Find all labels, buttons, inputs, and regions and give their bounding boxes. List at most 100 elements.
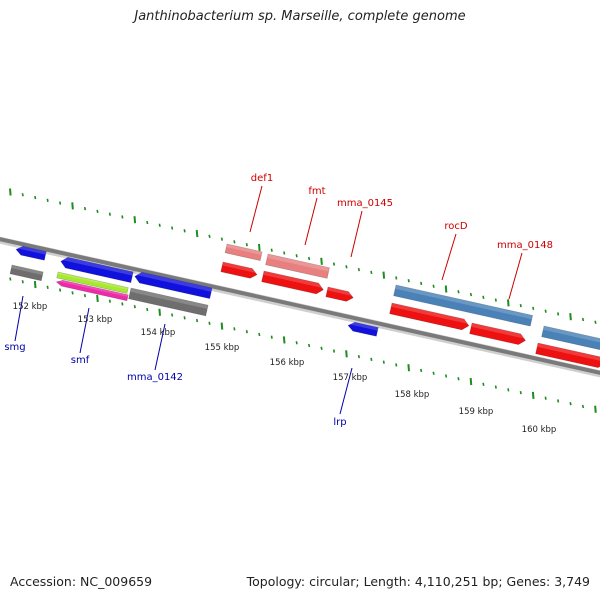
gene-arrow-forward[interactable] [389, 302, 471, 331]
tick-mark [320, 257, 323, 265]
tick-mark [519, 303, 522, 308]
gene-label-group: fmt [304, 186, 326, 246]
tick-mark [46, 198, 49, 202]
leader-line [350, 210, 363, 258]
tick-mark [494, 298, 497, 302]
tick-mark [46, 285, 49, 289]
gene-arrow-forward[interactable] [261, 270, 325, 295]
tick-mark [183, 229, 186, 233]
tick-mark [308, 256, 311, 261]
tick-mark [133, 216, 137, 224]
gene-arrow-forward[interactable] [535, 342, 600, 369]
leader-line [14, 295, 24, 342]
tick-mark [158, 308, 161, 316]
tick-mark [370, 357, 373, 362]
tick-mark [59, 288, 62, 292]
tick-mark [345, 265, 348, 269]
tick-mark [270, 335, 273, 339]
tick-mark [258, 243, 261, 252]
gene-arrow-reverse[interactable] [134, 271, 213, 300]
gene-arrow-pink[interactable] [224, 243, 263, 261]
gene-arrow-forward[interactable] [469, 322, 527, 346]
gene-label-group: mma_0148 [497, 240, 553, 300]
tick-mark [21, 193, 24, 197]
gene-arrow-reverse[interactable] [15, 245, 47, 261]
gene-label[interactable]: rocD [444, 221, 468, 232]
tick-mark [569, 313, 572, 321]
tick-mark [382, 271, 386, 279]
gene-arrow-pink[interactable] [265, 253, 330, 279]
gene-arrow-lime[interactable] [56, 271, 129, 294]
kbp-tick-label: 160 kbp [522, 425, 557, 435]
leader-line [508, 252, 523, 300]
map-title: Janthinobacterium sp. Marseille, complet… [134, 9, 466, 24]
gene-features [9, 243, 600, 369]
tick-mark [146, 220, 149, 225]
tick-mark [544, 309, 547, 313]
tick-mark [557, 399, 560, 403]
tick-mark [357, 267, 360, 272]
tick-mark [171, 226, 174, 230]
gene-label-group: lrp [333, 367, 353, 428]
gene-label-group: smf [71, 307, 90, 366]
kbp-tick-label: 153 kbp [78, 315, 113, 325]
tick-mark [357, 354, 360, 359]
gene-label[interactable]: mma_0142 [127, 372, 183, 383]
tick-mark [195, 229, 199, 238]
tick-mark [345, 350, 348, 358]
leader-line [441, 233, 457, 281]
leader-line [304, 197, 318, 246]
gene-arrow-grey[interactable] [128, 287, 209, 317]
gene-label-group: rocD [441, 221, 468, 281]
gene-arrow-rrna[interactable] [541, 325, 600, 353]
leader-line [154, 323, 166, 371]
kbp-tick-label: 155 kbp [205, 343, 240, 353]
gene-label[interactable]: lrp [333, 417, 346, 428]
tick-mark [270, 248, 273, 252]
tick-mark [59, 201, 62, 205]
tick-mark [34, 195, 37, 200]
gene-arrow-forward[interactable] [220, 261, 259, 280]
gene-label[interactable]: mma_0148 [497, 240, 553, 251]
kbp-tick-label: 152 kbp [13, 302, 48, 312]
accession-label: Accession: NC_009659 [10, 574, 153, 589]
tick-mark [332, 349, 336, 353]
tick-mark [395, 363, 398, 367]
gene-label-group: def1 [249, 173, 273, 233]
tick-mark [444, 374, 448, 378]
tick-mark [108, 299, 111, 303]
gene-label[interactable]: smg [4, 342, 25, 353]
tick-mark [71, 202, 74, 210]
gene-label[interactable]: fmt [308, 186, 325, 197]
tick-mark [208, 234, 211, 238]
dotted-tick-track-bottom [9, 277, 597, 413]
gene-label[interactable]: mma_0145 [337, 198, 393, 209]
tick-mark [494, 385, 497, 389]
gene-arrow-grey[interactable] [9, 264, 44, 282]
tick-mark [295, 341, 298, 345]
gene-arrow-rrna[interactable] [393, 284, 534, 327]
tick-mark [146, 307, 149, 312]
gene-arrow-reverse[interactable] [347, 321, 379, 337]
tick-mark [532, 306, 535, 311]
tick-mark [507, 388, 510, 392]
dotted-tick-track-top [9, 188, 597, 324]
gene-label[interactable]: def1 [251, 173, 273, 184]
gene-label[interactable]: smf [71, 355, 90, 366]
tick-mark [245, 242, 248, 247]
tick-mark [108, 212, 111, 216]
gene-arrow-forward[interactable] [325, 286, 355, 303]
tick-mark [569, 402, 572, 406]
gene-arrow-magenta[interactable] [55, 279, 129, 302]
tick-mark [444, 285, 448, 293]
tick-mark [83, 293, 87, 298]
kbp-tick-label: 158 kbp [395, 390, 430, 400]
kbp-tick-label: 159 kbp [459, 407, 494, 417]
tick-mark [283, 251, 286, 255]
tick-mark [407, 364, 410, 372]
gene-label-group: mma_0145 [337, 198, 393, 258]
gene-arrow-reverse[interactable] [60, 256, 134, 283]
tick-mark [258, 332, 261, 337]
